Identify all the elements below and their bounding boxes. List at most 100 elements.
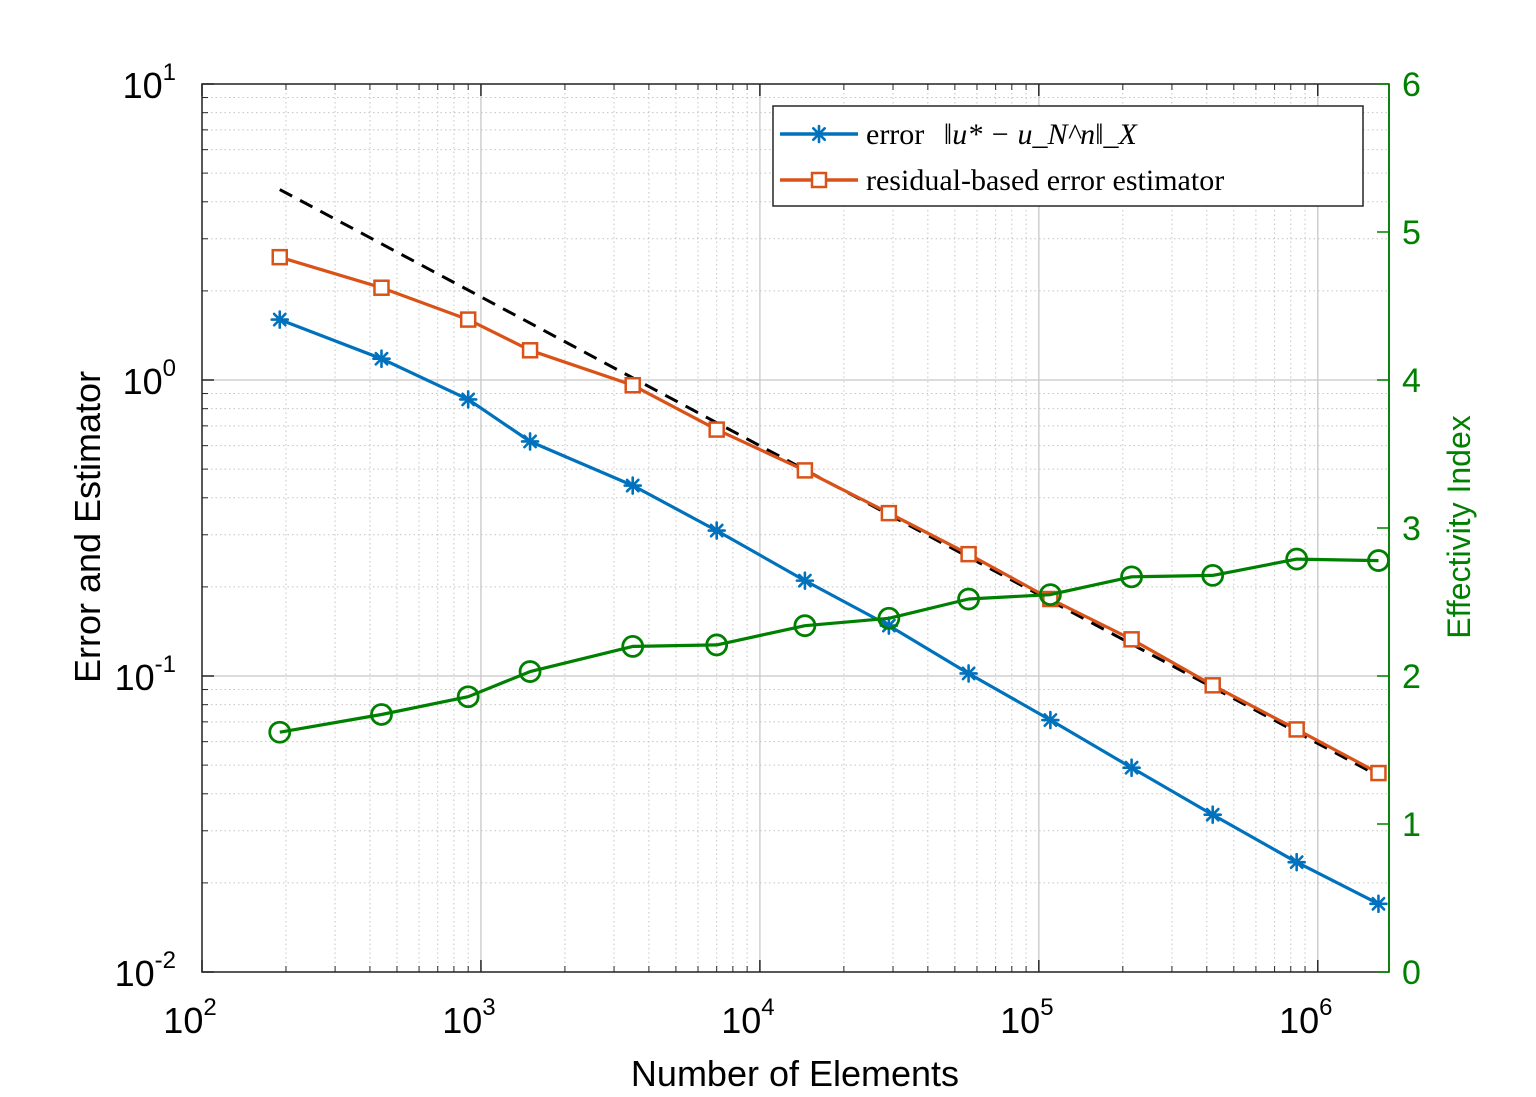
data-point-circle <box>621 635 645 658</box>
x-tick-label: 102 <box>163 994 216 1041</box>
series-residual-based-error-estimator <box>271 248 1387 782</box>
y-right-tick-label: 0 <box>1402 954 1421 992</box>
data-point-circle <box>370 703 393 726</box>
data-point-square <box>373 279 390 296</box>
data-point-asterisk <box>270 310 290 329</box>
y-left-axis-label: Error and Estimator <box>67 371 108 683</box>
legend-entry-error: error ‖u* − u_N^n‖_X <box>780 118 1139 151</box>
legend-entry-estimator: residual-based error estimator <box>780 164 1224 197</box>
asterisk-stroke <box>1371 896 1386 911</box>
legend-asterisk-marker <box>809 124 829 144</box>
asterisk-stroke <box>881 618 896 633</box>
y-left-tick-base: 10 <box>115 657 155 698</box>
y-left-tick-base: 10 <box>123 361 163 402</box>
legend: error ‖u* − u_N^n‖_X residual-based erro… <box>772 105 1364 207</box>
y-right-tick-label: 1 <box>1402 806 1421 844</box>
y-left-tick-exponent: -2 <box>155 947 176 974</box>
y-left-tick-base: 10 <box>123 65 163 106</box>
x-tick-label: 103 <box>442 994 495 1041</box>
legend-box <box>772 105 1364 207</box>
data-point-asterisk <box>707 521 726 540</box>
data-point-circle <box>877 606 901 630</box>
asterisk-stroke <box>272 312 287 327</box>
asterisk-stroke <box>461 392 476 407</box>
legend-error-prefix: error <box>866 118 924 151</box>
data-point-circle <box>705 633 729 657</box>
y-right-tick-label: 2 <box>1402 658 1421 696</box>
asterisk-stroke <box>1124 760 1139 775</box>
data-point-circle <box>1120 565 1143 589</box>
data-point-square <box>880 504 898 522</box>
x-tick-label: 104 <box>721 994 774 1041</box>
legend-estimator-label: residual-based error estimator <box>866 164 1224 197</box>
asterisk-stroke <box>374 351 389 366</box>
data-point-asterisk <box>372 349 391 369</box>
plot-area <box>202 84 1389 972</box>
x-axis-label: Number of Elements <box>631 1053 959 1094</box>
asterisk-stroke <box>523 434 538 449</box>
asterisk-stroke <box>1205 807 1220 822</box>
data-point-asterisk <box>1287 852 1306 872</box>
data-point-circle <box>1285 547 1309 571</box>
data-point-circle <box>268 720 292 744</box>
data-point-square <box>1204 677 1221 694</box>
data-point-square <box>796 462 814 479</box>
asterisk-stroke <box>797 573 812 588</box>
series-error <box>270 310 1388 914</box>
x-tick-base: 10 <box>442 1000 482 1041</box>
data-point-square <box>521 342 539 359</box>
x-tick-base: 10 <box>721 1000 761 1041</box>
x-tick-exponent: 6 <box>1319 994 1332 1021</box>
y-left-tick-label: 100 <box>123 355 176 402</box>
data-point-square <box>960 545 977 563</box>
asterisk-stroke <box>961 666 976 681</box>
data-point-circle <box>957 587 981 611</box>
data-point-square <box>1123 631 1140 648</box>
x-tick-base: 10 <box>1279 1000 1319 1041</box>
data-point-asterisk <box>1369 894 1388 914</box>
data-point-square <box>624 376 641 394</box>
series-effectivity-index <box>268 547 1390 744</box>
asterisk-stroke <box>812 127 826 141</box>
data-point-asterisk <box>795 571 815 590</box>
y-right-axis-label: Effectivity Index <box>1441 415 1477 639</box>
legend-asterisk <box>809 124 829 144</box>
x-tick-base: 10 <box>1000 1000 1040 1041</box>
legend-square-marker <box>810 171 828 189</box>
y-left-tick-exponent: 1 <box>163 59 176 86</box>
asterisk-stroke <box>625 478 640 493</box>
series-layer <box>268 248 1390 914</box>
data-point-square <box>459 311 477 328</box>
data-point-square <box>1288 721 1305 738</box>
y-left-tick-label: 101 <box>123 59 176 106</box>
x-tick-labels: 102 103 104 105 106 <box>163 994 1332 1041</box>
series-line <box>279 255 1380 775</box>
data-point-square <box>271 248 289 266</box>
data-point-circle <box>1038 583 1062 606</box>
y-right-tick-labels: 0 1 2 3 4 5 6 <box>1402 66 1421 992</box>
y-left-tick-base: 10 <box>115 953 155 994</box>
data-point-square <box>708 421 725 438</box>
data-point-circle <box>456 685 480 709</box>
x-tick-exponent: 5 <box>1040 994 1053 1021</box>
y-right-tick-label: 6 <box>1402 66 1421 104</box>
data-point-square <box>1370 764 1387 782</box>
data-point-asterisk <box>520 432 540 451</box>
data-point-asterisk <box>959 664 978 683</box>
x-tick-exponent: 3 <box>482 994 495 1021</box>
data-point-asterisk <box>1041 710 1060 730</box>
y-right-tick-label: 5 <box>1402 214 1421 252</box>
data-point-asterisk <box>1203 805 1222 824</box>
x-tick-label: 105 <box>1000 994 1053 1041</box>
y-left-tick-exponent: -1 <box>155 651 176 678</box>
legend-error-label: error ‖u* − u_N^n‖_X <box>866 118 1139 151</box>
asterisk-stroke <box>709 523 724 538</box>
y-left-tick-label: 10-2 <box>115 947 176 994</box>
x-tick-label: 106 <box>1279 994 1332 1041</box>
y-left-tick-exponent: 0 <box>163 355 176 382</box>
y-right-tick-label: 3 <box>1402 510 1421 548</box>
y-left-tick-label: 10-1 <box>115 651 176 698</box>
tick-marks <box>201 83 1390 973</box>
